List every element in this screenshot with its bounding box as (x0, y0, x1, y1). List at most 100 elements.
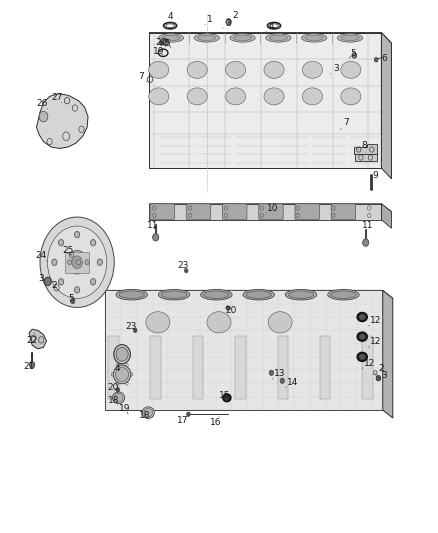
Text: 3: 3 (333, 64, 339, 73)
Ellipse shape (226, 61, 246, 78)
Ellipse shape (288, 291, 314, 298)
Ellipse shape (264, 61, 284, 78)
Text: 18: 18 (139, 411, 151, 420)
Ellipse shape (246, 291, 272, 298)
Polygon shape (354, 144, 377, 154)
Bar (193, 336, 203, 399)
Bar (320, 336, 330, 399)
Text: 1: 1 (207, 15, 212, 24)
Ellipse shape (328, 289, 359, 300)
Ellipse shape (198, 35, 216, 41)
Polygon shape (106, 290, 383, 410)
FancyBboxPatch shape (331, 204, 356, 220)
Circle shape (116, 387, 120, 392)
Text: 19: 19 (153, 47, 165, 55)
Ellipse shape (233, 35, 252, 41)
Ellipse shape (226, 88, 246, 105)
Circle shape (39, 111, 48, 122)
Bar (362, 336, 373, 399)
Text: 3: 3 (38, 273, 44, 282)
Circle shape (71, 298, 75, 304)
Circle shape (152, 233, 159, 241)
Text: 2: 2 (233, 11, 238, 20)
Circle shape (40, 217, 114, 308)
Polygon shape (355, 154, 377, 161)
Polygon shape (149, 204, 381, 220)
Text: 17: 17 (177, 416, 189, 425)
Polygon shape (106, 290, 393, 298)
Circle shape (72, 256, 82, 269)
Bar (235, 336, 246, 399)
Text: 2: 2 (51, 280, 57, 289)
Bar (150, 336, 161, 399)
Ellipse shape (207, 312, 231, 333)
Polygon shape (383, 290, 393, 418)
Ellipse shape (113, 365, 131, 384)
Bar (65, 252, 89, 273)
Circle shape (58, 279, 64, 285)
Circle shape (134, 328, 137, 333)
Text: 3: 3 (225, 19, 231, 28)
Text: 18: 18 (108, 396, 119, 405)
Text: 19: 19 (120, 405, 131, 414)
Text: 11: 11 (147, 221, 159, 230)
FancyBboxPatch shape (186, 204, 211, 220)
Ellipse shape (119, 291, 145, 298)
Text: 26: 26 (36, 99, 48, 108)
Polygon shape (29, 329, 46, 349)
Ellipse shape (301, 34, 327, 42)
Circle shape (74, 231, 80, 238)
Text: 8: 8 (361, 141, 367, 150)
Ellipse shape (286, 289, 317, 300)
Ellipse shape (357, 333, 367, 341)
Text: 20: 20 (155, 38, 167, 47)
Text: 27: 27 (51, 93, 62, 102)
Circle shape (226, 19, 231, 25)
Circle shape (352, 53, 357, 58)
Ellipse shape (331, 291, 356, 298)
Text: 14: 14 (286, 378, 298, 387)
Circle shape (74, 287, 80, 293)
Ellipse shape (266, 34, 291, 42)
Text: 16: 16 (210, 418, 221, 427)
Text: 12: 12 (370, 316, 381, 325)
Circle shape (159, 41, 163, 45)
Circle shape (269, 370, 274, 375)
Circle shape (67, 260, 72, 265)
Text: 5: 5 (165, 39, 170, 48)
Ellipse shape (158, 289, 190, 300)
Text: 7: 7 (344, 118, 350, 127)
Polygon shape (149, 33, 392, 43)
Ellipse shape (341, 88, 361, 105)
Text: 4: 4 (167, 12, 173, 21)
Ellipse shape (114, 345, 131, 364)
Text: 24: 24 (35, 252, 46, 260)
Text: 4: 4 (268, 22, 274, 31)
Circle shape (363, 239, 369, 246)
FancyBboxPatch shape (150, 204, 174, 220)
Circle shape (184, 269, 188, 273)
FancyBboxPatch shape (295, 204, 319, 220)
Ellipse shape (337, 34, 363, 42)
Text: 23: 23 (177, 261, 189, 270)
Ellipse shape (201, 289, 232, 300)
Ellipse shape (302, 88, 322, 105)
Text: 12: 12 (364, 359, 375, 368)
Circle shape (91, 279, 96, 285)
Text: 10: 10 (266, 204, 278, 213)
Ellipse shape (302, 61, 322, 78)
Ellipse shape (268, 312, 292, 333)
FancyBboxPatch shape (223, 204, 247, 220)
Text: 20: 20 (226, 305, 237, 314)
Text: 4: 4 (115, 364, 120, 373)
Text: 5: 5 (350, 50, 357, 58)
Circle shape (85, 260, 89, 265)
Circle shape (52, 259, 57, 265)
Text: 2: 2 (378, 364, 384, 373)
Text: 15: 15 (219, 391, 230, 400)
Text: 23: 23 (125, 321, 137, 330)
Ellipse shape (114, 393, 123, 402)
Ellipse shape (194, 34, 219, 42)
Circle shape (29, 362, 35, 368)
Ellipse shape (341, 35, 359, 41)
